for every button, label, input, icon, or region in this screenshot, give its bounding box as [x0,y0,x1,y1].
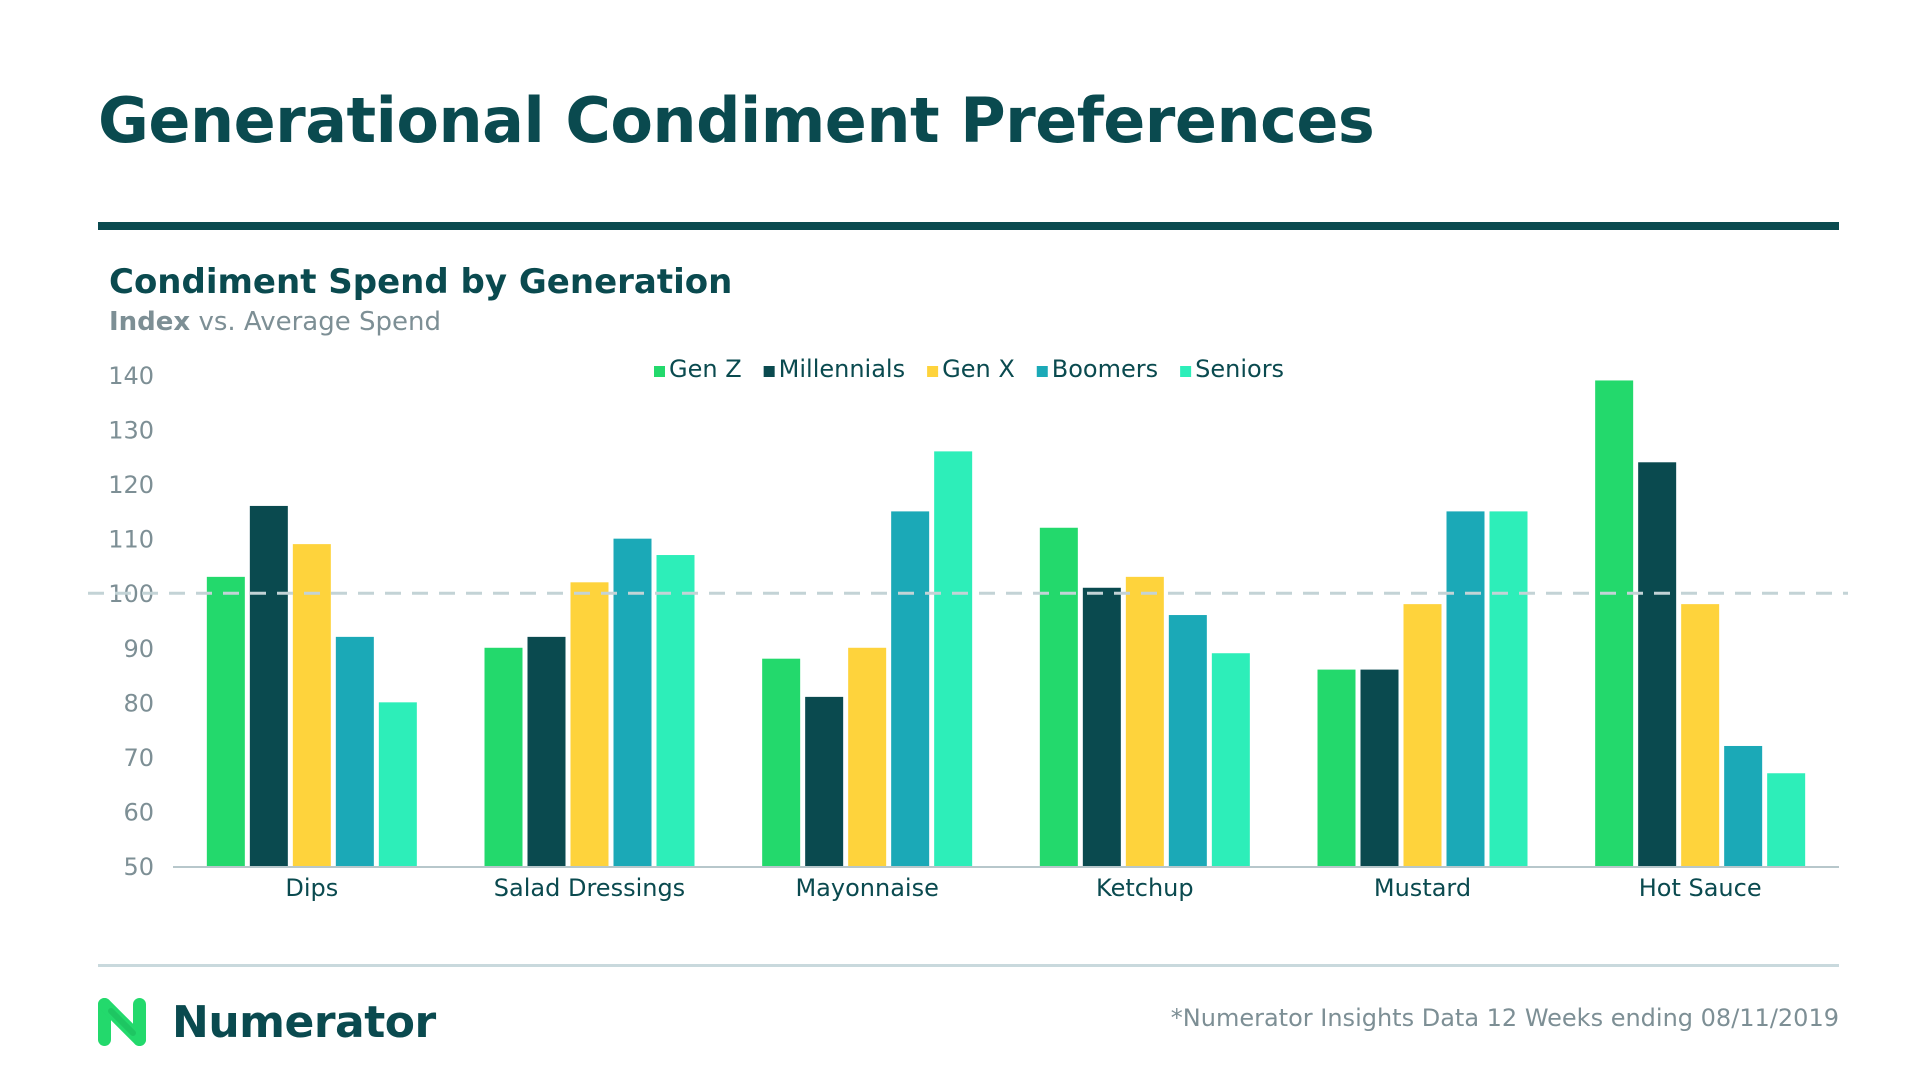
bar-dips-gen-z [206,576,245,866]
page-title: Generational Condiment Preferences [98,84,1375,157]
bar-mustard-gen-z [1317,669,1356,866]
chart-title: Condiment Spend by Generation [109,262,733,302]
bar-hot-sauce-gen-z [1595,380,1634,866]
bar-mustard-millennials [1360,669,1399,866]
bar-hot-sauce-gen-x [1681,604,1720,866]
bar-dips-seniors [378,702,417,866]
bars [206,380,1806,866]
y-tick-label: 50 [123,853,154,881]
brand-name: Numerator [172,996,436,1048]
title-divider [98,222,1839,230]
bar-salad-dressings-millennials [527,636,566,866]
bar-ketchup-gen-z [1039,527,1078,866]
legend-label: Boomers [1052,355,1158,383]
y-tick-label: 80 [123,689,154,717]
chart-subtitle: Index vs. Average Spend [109,307,441,337]
bar-salad-dressings-gen-z [484,647,523,866]
bar-ketchup-gen-x [1125,576,1164,866]
bar-hot-sauce-seniors [1767,773,1806,866]
bar-ketchup-seniors [1211,653,1250,866]
bar-dips-gen-x [292,544,331,866]
bar-ketchup-millennials [1082,587,1121,866]
bar-salad-dressings-boomers [613,538,652,866]
x-tick-label: Hot Sauce [1639,874,1762,902]
legend-swatch [763,366,775,377]
bar-salad-dressings-seniors [656,555,695,866]
bar-mayonnaise-boomers [891,511,930,866]
bar-mayonnaise-gen-x [848,647,887,866]
brand-logo: Numerator [96,995,436,1049]
x-tick-label: Mustard [1374,874,1471,902]
x-tick-label: Mayonnaise [795,874,938,902]
legend-swatch [1036,366,1048,377]
y-tick-label: 120 [108,471,154,499]
y-tick-label: 140 [108,362,154,390]
bar-mayonnaise-millennials [805,696,844,866]
x-tick-label: Dips [285,874,338,902]
legend-swatch [1180,366,1192,377]
y-tick-label: 60 [123,798,154,826]
source-note: *Numerator Insights Data 12 Weeks ending… [1170,1004,1839,1032]
bar-mustard-seniors [1489,511,1528,866]
y-tick-label: 130 [108,417,154,445]
legend: Gen Z Millennials Gen X Boomers Seniors [654,355,1284,383]
x-tick-label: Salad Dressings [494,874,685,902]
bar-mayonnaise-seniors [934,451,973,866]
legend-label: Millennials [779,355,905,383]
legend-swatch [654,366,665,377]
bar-salad-dressings-gen-x [570,582,609,866]
bar-mustard-boomers [1446,511,1485,866]
bar-dips-millennials [249,505,288,866]
bar-hot-sauce-boomers [1724,745,1763,866]
bar-mayonnaise-gen-z [762,658,801,866]
chart-subtitle-bold: Index [109,307,191,337]
chart-subtitle-rest: vs. Average Spend [190,307,441,337]
legend-swatch [927,366,939,377]
bar-hot-sauce-millennials [1638,462,1677,866]
bar-mustard-gen-x [1403,604,1442,866]
x-axis: Dips Salad Dressings Mayonnaise Ketchup Must… [173,866,1839,902]
legend-label: Seniors [1195,355,1284,383]
y-tick-label: 110 [108,526,154,554]
legend-label: Gen Z [669,355,742,383]
x-tick-label: Ketchup [1096,874,1194,902]
y-tick-label: 90 [123,635,154,663]
y-tick-label: 70 [123,744,154,772]
numerator-n-logo-icon [98,998,146,1046]
bar-ketchup-boomers [1168,615,1207,866]
bar-dips-boomers [335,636,374,866]
footer-divider [98,964,1839,967]
legend-label: Gen X [942,355,1015,383]
